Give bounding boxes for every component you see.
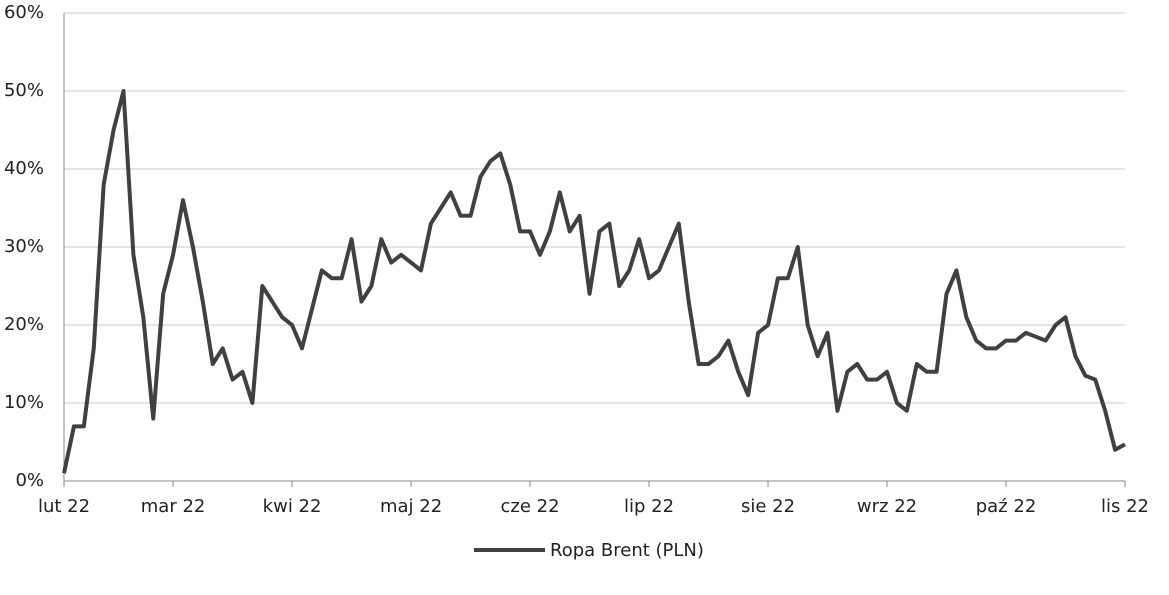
y-tick-label: 50% [4, 80, 44, 101]
x-tick-label: paź 22 [976, 496, 1037, 517]
x-tick-label: kwi 22 [263, 496, 322, 517]
x-tick-label: wrz 22 [857, 496, 917, 517]
y-tick-label: 30% [4, 236, 44, 257]
y-tick-label: 0% [15, 470, 44, 491]
legend-label: Ropa Brent (PLN) [550, 540, 704, 561]
x-tick-label: lip 22 [624, 496, 674, 517]
x-tick-label: maj 22 [380, 496, 442, 517]
x-tick-label: sie 22 [741, 496, 795, 517]
y-tick-label: 20% [4, 314, 44, 335]
x-tick-label: lis 22 [1101, 496, 1149, 517]
x-tick-label: mar 22 [141, 496, 206, 517]
x-tick-label: lut 22 [38, 496, 90, 517]
y-tick-label: 40% [4, 158, 44, 179]
y-tick-label: 60% [4, 2, 44, 23]
x-tick-label: cze 22 [501, 496, 560, 517]
data-line [62, 89, 1126, 474]
y-tick-label: 10% [4, 392, 44, 413]
